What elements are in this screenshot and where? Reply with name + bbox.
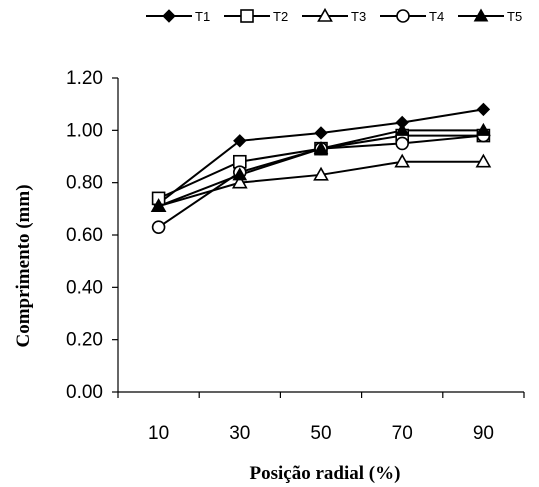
- y-tick-label: 0.80: [66, 173, 103, 194]
- data-point-t3: [475, 153, 492, 168]
- legend-label: T5: [507, 9, 522, 24]
- series-line-t1: [157, 108, 484, 205]
- data-point-t5: [476, 122, 491, 136]
- data-point-t1: [233, 134, 247, 148]
- plot-area: 0.00 0.20 0.40 0.60 0.80 1.00 1.20 10 30 50 70 90: [66, 68, 525, 444]
- x-tick-label: 50: [310, 423, 331, 444]
- data-point-t5: [151, 198, 166, 212]
- x-tick-label: 10: [148, 423, 169, 444]
- legend-marker-icon: [162, 9, 176, 23]
- y-tick-label: 0.20: [66, 330, 103, 351]
- data-point-t3: [313, 166, 329, 181]
- x-tick-label: 90: [473, 423, 494, 444]
- data-point-t3: [394, 153, 411, 168]
- legend-label: T1: [195, 9, 210, 24]
- y-tick-label: 0.00: [66, 382, 103, 403]
- legend-item-t2: T2: [224, 9, 288, 24]
- x-tick-label: 70: [392, 423, 413, 444]
- y-tick-label: 1.20: [66, 68, 103, 89]
- y-tick-label: 0.40: [66, 277, 103, 298]
- data-point-t1: [476, 102, 491, 117]
- legend-item-t4: T4: [380, 9, 444, 24]
- y-tick-label: 0.60: [66, 225, 103, 246]
- x-axis-title: Posição radial (%): [250, 463, 401, 484]
- data-point-t3: [231, 174, 248, 189]
- data-point-t1: [314, 126, 328, 140]
- data-point-t4: [395, 136, 410, 151]
- legend-label: T4: [429, 9, 444, 24]
- legend-marker-icon: [317, 7, 333, 22]
- data-point-t5: [394, 122, 410, 136]
- legend-marker-icon: [396, 9, 410, 23]
- x-tick-label: 30: [229, 423, 250, 444]
- legend-marker-icon: [240, 9, 254, 23]
- legend-item-t1: T1: [146, 9, 210, 24]
- legend-item-t5: T5: [458, 8, 522, 24]
- data-point-t5: [313, 141, 329, 155]
- y-tick-label: 1.00: [66, 120, 103, 141]
- data-point-t5: [232, 167, 248, 181]
- y-axis-title: Comprimento (mm): [13, 184, 34, 347]
- legend-marker-icon: [473, 8, 489, 22]
- data-point-t4: [151, 220, 166, 234]
- legend-label: T2: [273, 9, 288, 24]
- legend: T1 T2 T3 T4 T5: [146, 7, 522, 24]
- legend-item-t3: T3: [302, 7, 366, 24]
- legend-label: T3: [351, 9, 366, 24]
